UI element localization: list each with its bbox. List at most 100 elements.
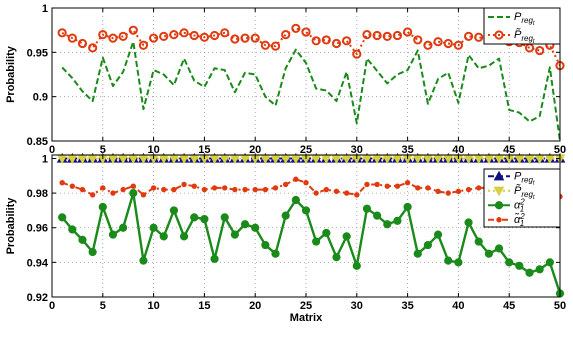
x-tick-label: 0	[49, 300, 55, 312]
data-point	[108, 33, 118, 43]
x-tick-label: 40	[452, 144, 464, 156]
x-tick-label: 10	[147, 144, 159, 156]
data-point	[403, 27, 413, 37]
data-point	[129, 188, 138, 198]
data-point	[171, 186, 177, 193]
data-point	[250, 33, 260, 43]
data-point	[110, 190, 116, 196]
data-point	[272, 185, 279, 191]
data-point	[393, 216, 402, 225]
data-point	[433, 37, 443, 47]
y-tick-label: 0.92	[27, 292, 48, 304]
legend-marker	[493, 186, 505, 197]
data-point	[535, 45, 545, 56]
data-point	[476, 185, 482, 191]
data-point	[321, 35, 331, 45]
chart-panel-bottom: 0 5 10 15 20 25 30 35 40 45 50 0.92 0.94 0.96 0.98 1 Pro…	[5, 152, 566, 324]
data-point	[98, 202, 107, 212]
x-tick-label: 15	[198, 144, 210, 156]
data-point	[281, 29, 291, 40]
data-point	[342, 232, 351, 241]
x-tick-label: 30	[351, 300, 363, 312]
data-point	[394, 183, 401, 189]
legend-label: α̃2 1	[514, 212, 525, 228]
data-point	[120, 186, 126, 193]
data-point	[169, 29, 179, 40]
y-tick-label: 0.95	[27, 47, 48, 59]
data-point	[515, 261, 524, 270]
data-point	[251, 223, 260, 232]
data-point	[443, 38, 453, 49]
x-tick-label: 20	[249, 300, 261, 312]
data-point	[271, 249, 280, 258]
series-line	[61, 27, 561, 67]
x-tick-label: 50	[554, 300, 566, 312]
x-tick-label: 50	[554, 144, 566, 156]
data-point	[311, 36, 321, 46]
data-point	[98, 29, 108, 40]
data-point	[372, 30, 382, 41]
data-point	[149, 33, 159, 43]
legend-label: Pregt	[514, 170, 535, 186]
data-point	[423, 40, 433, 50]
data-point	[232, 186, 238, 193]
data-point	[332, 253, 341, 262]
legend-marker	[494, 30, 504, 40]
data-point	[130, 183, 136, 189]
data-point	[454, 258, 463, 267]
x-tick-label: 45	[503, 300, 515, 312]
data-point	[67, 33, 77, 43]
legend-label: Pregt	[514, 11, 535, 27]
data-point	[220, 28, 230, 38]
data-point	[444, 256, 453, 265]
data-point	[57, 28, 67, 38]
data-point	[128, 25, 138, 35]
legend-marker	[493, 170, 505, 181]
data-point	[220, 213, 229, 222]
data-point	[484, 249, 493, 258]
data-point	[362, 204, 372, 213]
data-point	[181, 181, 187, 188]
data-point	[210, 254, 219, 264]
data-point	[59, 180, 65, 186]
data-point	[108, 230, 118, 239]
data-point	[465, 186, 472, 193]
legend-marker	[496, 217, 502, 223]
data-point	[68, 225, 77, 234]
x-tick-label: 15	[198, 300, 210, 312]
data-point	[374, 181, 380, 188]
data-point	[252, 186, 258, 193]
data-point	[201, 186, 208, 193]
y-tick-label: 1	[42, 3, 48, 15]
data-point	[455, 188, 462, 195]
data-point	[230, 230, 239, 239]
legend-label: α2 1	[514, 197, 525, 213]
legend-label: P̃regt	[514, 28, 535, 45]
data-point	[354, 192, 360, 198]
data-point	[191, 183, 197, 189]
y-axis-label: Probability	[5, 45, 17, 103]
data-point	[260, 40, 270, 50]
data-point	[159, 31, 169, 41]
x-tick-label: 5	[100, 144, 106, 156]
data-point	[199, 32, 209, 42]
series-alpha_1^2	[58, 188, 565, 298]
data-point	[404, 180, 411, 186]
x-tick-label: 5	[100, 300, 106, 312]
data-point	[545, 258, 554, 267]
y-axis-label: Probability	[5, 197, 17, 255]
data-point	[535, 265, 544, 274]
data-point	[118, 31, 128, 41]
data-point	[435, 188, 441, 195]
data-point	[445, 190, 451, 196]
data-point	[159, 232, 168, 241]
data-point	[413, 35, 423, 45]
data-point	[211, 185, 218, 191]
data-point	[403, 202, 412, 212]
data-point	[58, 213, 67, 222]
data-point	[79, 186, 86, 193]
data-point	[189, 30, 199, 41]
data-point	[373, 211, 382, 220]
data-point	[293, 176, 299, 182]
